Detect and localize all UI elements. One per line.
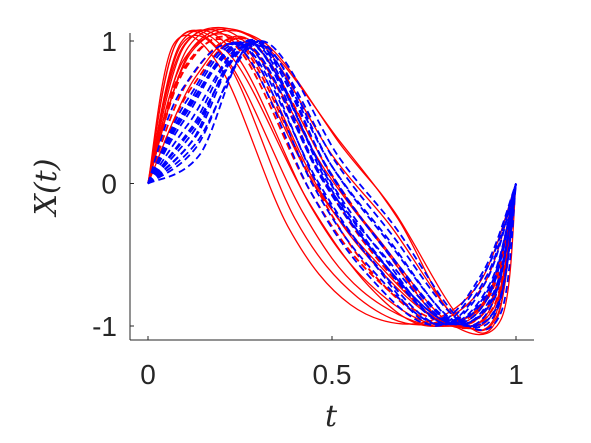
series-line-11 <box>147 30 517 334</box>
x-tick-label: 0.5 <box>313 359 352 390</box>
series-line-27 <box>147 40 517 331</box>
series-line-16 <box>147 37 517 330</box>
series-line-26 <box>147 41 517 326</box>
y-tick-label: -1 <box>92 311 117 342</box>
series-line-24 <box>147 43 517 326</box>
series-line-8 <box>147 35 517 336</box>
series-line-25 <box>147 43 517 326</box>
series-line-10 <box>147 33 517 327</box>
series-line-12 <box>147 34 517 326</box>
tick-marks <box>130 40 517 340</box>
series-line-14 <box>147 37 517 327</box>
series-line-31 <box>147 41 517 325</box>
series-line-5 <box>147 26 517 331</box>
plot-area <box>147 26 517 336</box>
series-line-30 <box>147 42 517 326</box>
y-tick-label: 1 <box>101 26 117 57</box>
series-line-19 <box>147 41 517 326</box>
x-tick-label: 1 <box>508 359 524 390</box>
series-line-29 <box>147 39 517 327</box>
series-line-22 <box>147 45 517 327</box>
y-tick-label: 0 <box>101 169 117 200</box>
series-line-28 <box>147 42 517 326</box>
series-line-6 <box>147 34 517 325</box>
y-axis-label: X(t) <box>29 159 64 218</box>
x-axis-label: t <box>325 399 338 434</box>
series-line-2 <box>147 29 517 327</box>
x-tick-label: 0 <box>140 359 156 390</box>
tick-labels: 0 0.5 1 -1 0 1 <box>92 26 524 390</box>
